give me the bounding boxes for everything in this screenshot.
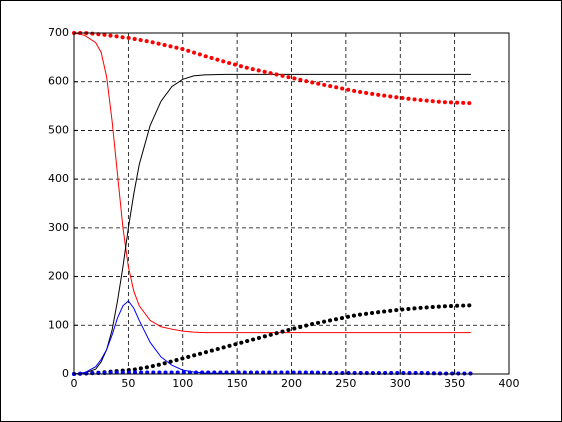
- axes-box: [73, 32, 510, 375]
- y-tick-label: 200: [48, 270, 69, 283]
- y-tick-label: 100: [48, 318, 69, 331]
- y-tick-label: 300: [48, 221, 69, 234]
- x-tick-label: 200: [281, 377, 302, 390]
- x-tick-label: 300: [390, 377, 411, 390]
- x-tick-label: 50: [121, 377, 135, 390]
- y-tick-label: 700: [48, 26, 69, 39]
- series-line: [72, 31, 473, 106]
- x-tick-label: 0: [71, 377, 78, 390]
- series-line: [72, 370, 473, 376]
- tick-labels: 0 50 100 150 200 250 300 350 400 0 100 200 300 400 500…: [48, 26, 520, 390]
- x-tick-label: 400: [499, 377, 520, 390]
- y-tick-label: 0: [62, 367, 69, 380]
- x-tick-label: 150: [227, 377, 248, 390]
- x-tick-label: 350: [444, 377, 465, 390]
- x-tick-label: 100: [172, 377, 193, 390]
- lines: [72, 31, 473, 376]
- x-tick-label: 250: [335, 377, 356, 390]
- series-line: [73, 32, 471, 334]
- y-tick-label: 600: [48, 75, 69, 88]
- series-line: [73, 73, 471, 375]
- y-tick-label: 400: [48, 172, 69, 185]
- y-tick-label: 500: [48, 123, 69, 136]
